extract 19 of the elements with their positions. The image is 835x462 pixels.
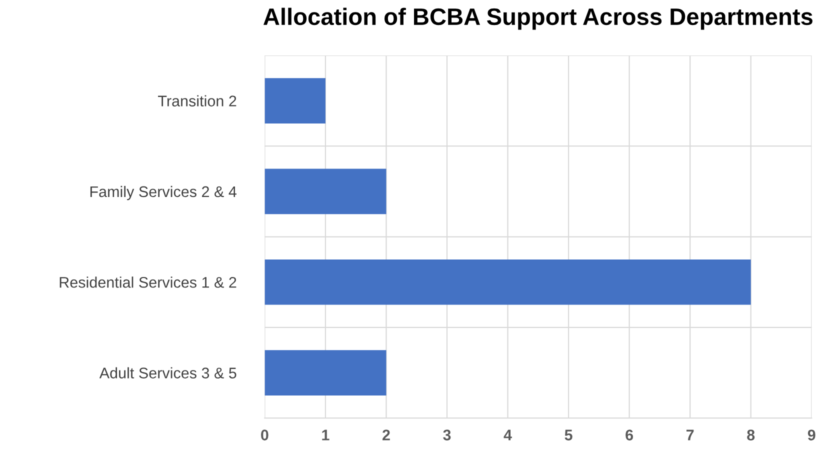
x-tick-label: 9 bbox=[808, 430, 816, 440]
x-tick-label: 7 bbox=[686, 430, 694, 440]
bar bbox=[264, 259, 751, 305]
x-tick-label: 5 bbox=[564, 430, 572, 440]
y-tick-label: Residential Services 1 & 2 bbox=[60, 276, 236, 288]
bar bbox=[264, 78, 326, 124]
x-tick-label: 4 bbox=[504, 430, 512, 440]
x-tick-label: 1 bbox=[322, 430, 330, 440]
bar bbox=[264, 350, 386, 396]
y-tick-label: Transition 2 bbox=[158, 95, 236, 106]
x-tick-label: 8 bbox=[747, 430, 755, 440]
x-tick-label: 6 bbox=[626, 430, 634, 440]
x-tick-label: 0 bbox=[261, 430, 268, 440]
y-tick-label: Adult Services 3 & 5 bbox=[99, 367, 236, 378]
y-tick-label: Family Services 2 & 4 bbox=[90, 186, 236, 200]
bar bbox=[264, 168, 386, 214]
x-tick-label: 2 bbox=[382, 430, 390, 440]
x-tick-label: 3 bbox=[443, 430, 451, 440]
chart-title: Allocation of BCBA Support Across Departments bbox=[264, 8, 812, 30]
